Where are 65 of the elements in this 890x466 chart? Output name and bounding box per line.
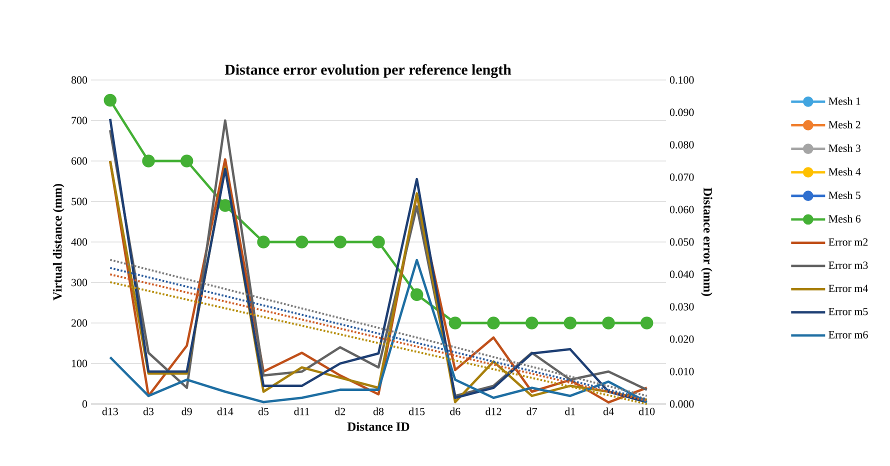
point <box>104 94 117 107</box>
y2-tick-label: 0.050 <box>670 238 694 246</box>
point <box>410 288 424 302</box>
chart-title: Distance error evolution per reference length <box>224 64 512 78</box>
y-tick-label: 0 <box>82 400 88 408</box>
x-tick-label: d6 <box>450 408 460 416</box>
y2-axis-title: Distance error (mm) <box>701 188 712 296</box>
y-tick-label: 100 <box>72 360 88 368</box>
y-axis-title: Virtual distance (mm) <box>52 184 64 300</box>
y2-tick-label: 0.010 <box>670 368 694 376</box>
y2-tick-label: 0.060 <box>670 206 694 214</box>
x-tick-label: d2 <box>335 408 346 416</box>
y2-tick-label: 0.040 <box>670 270 694 278</box>
legend-label: Mesh 5 <box>828 191 860 200</box>
point <box>448 316 462 330</box>
legend-label: Mesh 3 <box>828 144 860 152</box>
y2-tick-label: 0.090 <box>670 108 694 116</box>
legend-label: Mesh 1 <box>828 97 860 105</box>
y-tick-label: 500 <box>72 198 88 206</box>
point <box>640 316 654 330</box>
point <box>334 236 347 248</box>
x-tick-label: d15 <box>409 408 425 416</box>
legend-label: Mesh 4 <box>828 168 861 176</box>
x-tick-label: d9 <box>182 408 192 416</box>
y2-tick-label: 0.100 <box>670 76 694 84</box>
legend-label: Error m2 <box>828 238 868 246</box>
legend-label: Mesh 6 <box>828 214 861 223</box>
y-tick-label: 800 <box>71 76 88 84</box>
y-tick-label: 400 <box>71 238 88 246</box>
point <box>564 316 577 330</box>
point <box>525 316 538 330</box>
x-axis-title: Distance ID <box>347 422 410 431</box>
x-tick-label: d3 <box>143 408 154 416</box>
point <box>218 199 232 212</box>
y-tick-label: 600 <box>72 157 88 165</box>
legend-label: Error m4 <box>828 284 868 292</box>
x-tick-label: d5 <box>258 408 269 416</box>
y-tick-label: 700 <box>72 116 88 124</box>
point <box>180 154 194 168</box>
legend-label: Error m5 <box>828 308 868 316</box>
y-tick-label: 300 <box>72 278 88 286</box>
x-tick-label: d11 <box>294 408 310 416</box>
point <box>487 316 500 330</box>
x-tick-label: d10 <box>639 408 655 416</box>
x-tick-label: d4 <box>603 408 614 416</box>
x-tick-label: d13 <box>102 408 118 416</box>
y2-tick-label: 0.030 <box>670 303 694 311</box>
y2-tick-label: 0.020 <box>670 335 694 343</box>
x-tick-label: d1 <box>565 408 575 416</box>
legend-label: Mesh 2 <box>828 120 860 128</box>
point <box>372 236 385 248</box>
y2-tick-label: 0.000 <box>670 400 694 408</box>
y2-tick-label: 0.070 <box>670 173 694 181</box>
legend-label: Error m3 <box>828 262 868 269</box>
y-tick-label: 200 <box>72 319 88 327</box>
point <box>142 154 155 168</box>
x-tick-label: d7 <box>526 408 537 416</box>
point <box>295 236 308 248</box>
x-tick-label: d14 <box>217 408 234 416</box>
point <box>602 316 615 330</box>
y2-tick-label: 0.080 <box>670 141 694 149</box>
point <box>257 236 270 248</box>
x-tick-label: d8 <box>373 408 384 416</box>
x-tick-label: d12 <box>486 408 502 416</box>
legend-label: Error m6 <box>828 331 868 338</box>
